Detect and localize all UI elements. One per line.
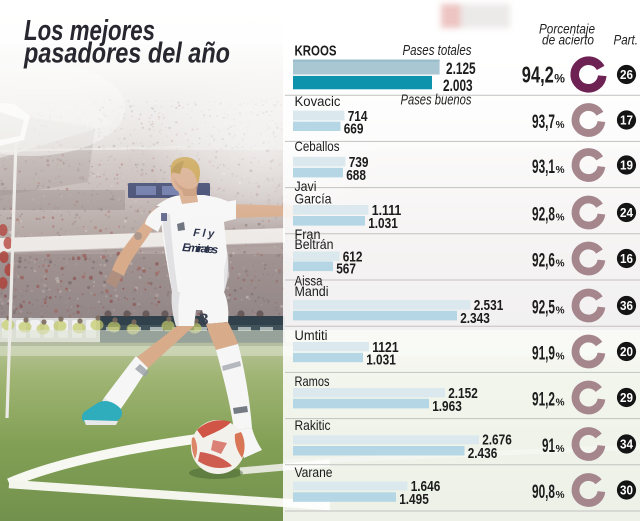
svg-text:Fran: Fran	[295, 226, 321, 242]
svg-text:688: 688	[346, 168, 366, 184]
svg-text:%: %	[556, 259, 565, 270]
svg-text:Ramos: Ramos	[295, 373, 330, 389]
svg-text:Los mejores: Los mejores	[24, 15, 155, 47]
svg-text:Javi: Javi	[295, 178, 317, 194]
svg-text:Ceballos: Ceballos	[295, 138, 340, 154]
svg-text:%: %	[556, 444, 565, 455]
svg-text:1.111: 1.111	[372, 203, 402, 219]
svg-text:94,2: 94,2	[522, 62, 554, 88]
svg-text:Umtiti: Umtiti	[295, 327, 328, 343]
svg-text:Pases totales: Pases totales	[403, 43, 472, 59]
svg-text:%: %	[556, 165, 565, 176]
svg-text:93,7: 93,7	[532, 112, 555, 133]
svg-text:90,8: 90,8	[532, 482, 555, 503]
svg-text:1.646: 1.646	[411, 479, 441, 495]
svg-text:91,2: 91,2	[532, 390, 555, 411]
svg-text:1.963: 1.963	[432, 399, 462, 415]
svg-text:20: 20	[620, 344, 633, 359]
svg-text:1.031: 1.031	[366, 353, 396, 369]
svg-text:612: 612	[343, 249, 363, 265]
svg-text:%: %	[554, 72, 565, 86]
svg-text:34: 34	[620, 437, 634, 452]
svg-text:567: 567	[336, 262, 356, 278]
svg-text:Porcentaje: Porcentaje	[539, 22, 595, 37]
svg-text:Beltrán: Beltrán	[295, 236, 334, 252]
svg-text:KROOS: KROOS	[295, 43, 337, 60]
svg-text:92,5: 92,5	[532, 298, 555, 319]
svg-text:Rakitic: Rakitic	[295, 417, 331, 433]
svg-text:%: %	[556, 306, 565, 317]
svg-text:2.125: 2.125	[446, 60, 476, 78]
svg-text:24: 24	[620, 205, 634, 220]
svg-text:Mandi: Mandi	[295, 283, 329, 299]
svg-text:36: 36	[620, 298, 633, 313]
svg-text:669: 669	[344, 121, 364, 137]
svg-text:26: 26	[620, 67, 633, 82]
svg-text:%: %	[556, 398, 565, 409]
svg-text:2.676: 2.676	[482, 433, 512, 449]
svg-text:García: García	[295, 190, 332, 206]
svg-text:8: 8	[199, 310, 208, 329]
svg-text:%: %	[556, 213, 565, 224]
svg-text:2.003: 2.003	[443, 77, 473, 95]
svg-text:30: 30	[620, 483, 633, 498]
svg-text:%: %	[556, 490, 565, 501]
svg-text:Pases buenos: Pases buenos	[401, 93, 472, 109]
svg-text:92,8: 92,8	[532, 205, 555, 226]
svg-text:17: 17	[620, 113, 633, 128]
svg-text:714: 714	[348, 109, 368, 125]
svg-text:%: %	[556, 120, 565, 131]
svg-text:2.152: 2.152	[448, 386, 478, 402]
svg-text:93,1: 93,1	[532, 157, 555, 178]
svg-text:Kovacic: Kovacic	[295, 93, 341, 109]
svg-text:92,6: 92,6	[532, 251, 555, 272]
svg-text:pasadores del año: pasadores del año	[23, 38, 230, 70]
svg-text:%: %	[556, 352, 565, 363]
svg-text:1.031: 1.031	[368, 216, 398, 232]
svg-text:91: 91	[542, 436, 555, 457]
svg-text:2.436: 2.436	[468, 446, 498, 462]
svg-text:Aissa: Aissa	[295, 273, 323, 289]
svg-text:2.531: 2.531	[474, 298, 504, 314]
svg-text:16: 16	[620, 251, 633, 266]
svg-text:19: 19	[620, 158, 633, 173]
svg-text:Part.: Part.	[614, 33, 639, 48]
svg-text:Varane: Varane	[295, 464, 333, 480]
svg-text:29: 29	[620, 390, 633, 405]
svg-text:de acierto: de acierto	[542, 33, 594, 48]
svg-text:1.495: 1.495	[399, 492, 429, 508]
svg-text:739: 739	[349, 155, 369, 171]
svg-text:2.343: 2.343	[460, 311, 490, 327]
svg-text:91,9: 91,9	[532, 344, 555, 365]
svg-text:1121: 1121	[372, 340, 398, 356]
